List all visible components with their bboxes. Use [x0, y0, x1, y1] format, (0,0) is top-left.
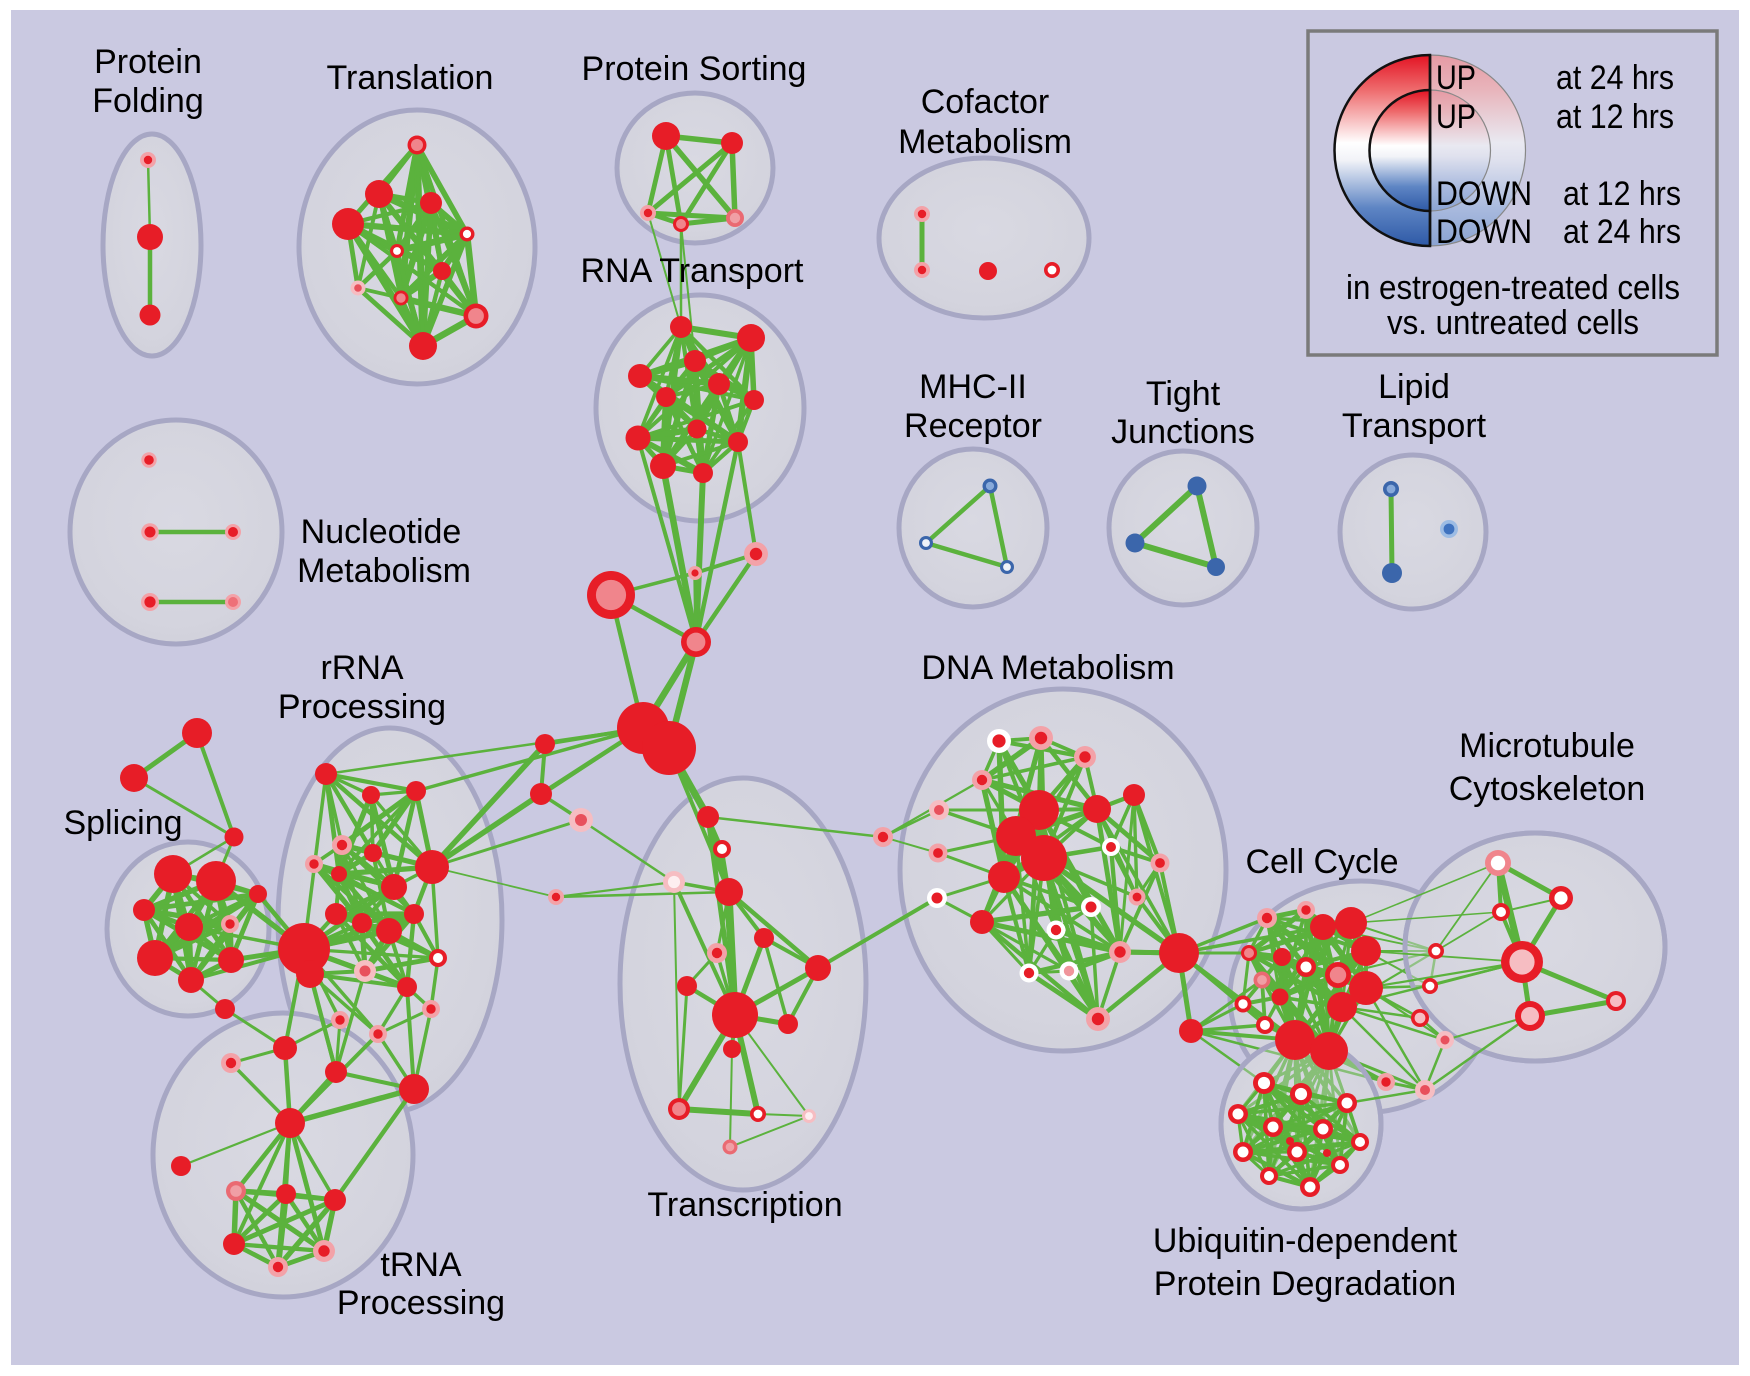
svg-text:in estrogen-treated cells: in estrogen-treated cells — [1346, 269, 1680, 307]
svg-text:Lipid: Lipid — [1378, 368, 1450, 406]
svg-text:Cytoskeleton: Cytoskeleton — [1449, 770, 1646, 808]
svg-text:Cofactor: Cofactor — [921, 83, 1050, 121]
svg-text:at 12 hrs: at 12 hrs — [1563, 175, 1681, 213]
svg-text:Nucleotide: Nucleotide — [301, 513, 462, 551]
svg-text:Protein Degradation: Protein Degradation — [1154, 1265, 1456, 1303]
svg-text:Processing: Processing — [337, 1284, 505, 1322]
svg-text:Protein Sorting: Protein Sorting — [582, 50, 807, 88]
svg-text:Metabolism: Metabolism — [297, 552, 471, 590]
svg-text:DOWN: DOWN — [1436, 213, 1532, 251]
svg-text:RNA Transport: RNA Transport — [581, 252, 805, 290]
svg-text:UP: UP — [1436, 98, 1476, 136]
svg-text:Metabolism: Metabolism — [898, 123, 1072, 161]
svg-text:Splicing: Splicing — [63, 804, 182, 842]
svg-text:Protein: Protein — [94, 43, 202, 81]
svg-text:Folding: Folding — [92, 82, 204, 120]
svg-text:Junctions: Junctions — [1111, 413, 1255, 451]
svg-text:rRNA: rRNA — [320, 649, 403, 687]
svg-text:Transport: Transport — [1342, 407, 1487, 445]
svg-text:Tight: Tight — [1146, 375, 1221, 413]
svg-text:tRNA: tRNA — [380, 1246, 462, 1284]
svg-text:Processing: Processing — [278, 688, 446, 726]
svg-text:MHC-II: MHC-II — [919, 368, 1027, 406]
svg-text:DOWN: DOWN — [1436, 175, 1532, 213]
svg-text:Microtubule: Microtubule — [1459, 727, 1635, 765]
svg-text:Ubiquitin-dependent: Ubiquitin-dependent — [1153, 1222, 1458, 1260]
svg-text:DNA Metabolism: DNA Metabolism — [921, 649, 1174, 687]
svg-text:Translation: Translation — [327, 59, 494, 97]
svg-text:Cell Cycle: Cell Cycle — [1245, 843, 1398, 881]
svg-text:at 24 hrs: at 24 hrs — [1556, 59, 1674, 97]
svg-text:at 12 hrs: at 12 hrs — [1556, 98, 1674, 136]
svg-text:at 24 hrs: at 24 hrs — [1563, 213, 1681, 251]
svg-text:UP: UP — [1436, 59, 1476, 97]
svg-text:vs. untreated cells: vs. untreated cells — [1387, 304, 1639, 342]
svg-text:Transcription: Transcription — [647, 1186, 842, 1224]
svg-text:Receptor: Receptor — [904, 407, 1042, 445]
